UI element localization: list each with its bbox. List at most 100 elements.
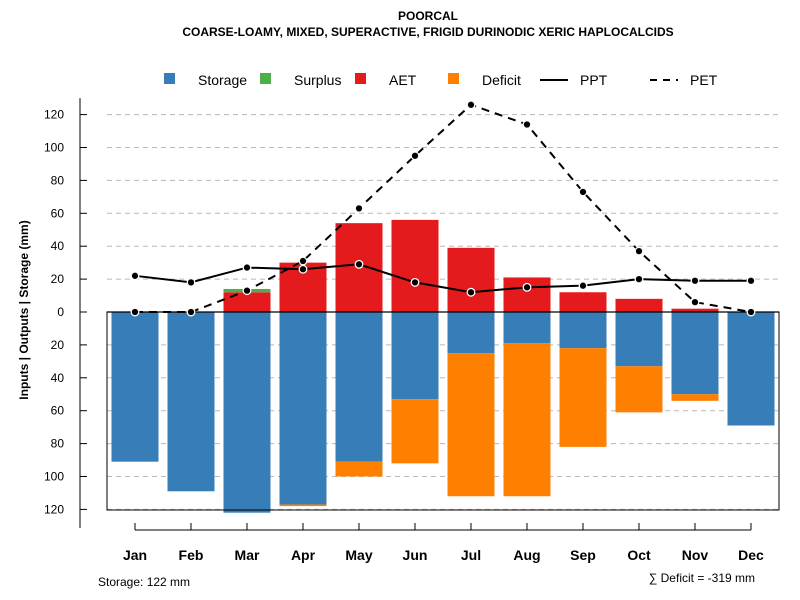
aet-bar: [223, 292, 271, 312]
legend-swatch: [164, 73, 175, 84]
deficit-bar: [447, 353, 495, 497]
plot-box: [106, 311, 780, 511]
legend-label: Deficit: [482, 72, 521, 88]
aet-bar: [671, 308, 719, 312]
y-tick-label: 120: [44, 108, 64, 122]
y-tick-label: 0: [57, 305, 64, 319]
y-tick-label: 40: [51, 239, 65, 253]
deficit-bar: [559, 348, 607, 447]
pet-line-point: [242, 286, 252, 296]
pet-line-point: [410, 151, 420, 161]
x-tick-label: Apr: [291, 547, 316, 563]
pet-line-point: [354, 203, 364, 213]
x-tick-label: Mar: [235, 547, 260, 563]
legend-label: Storage: [198, 72, 247, 88]
legend-label: AET: [389, 72, 417, 88]
legend-label: Surplus: [294, 72, 341, 88]
y-tick-label: 100: [44, 470, 64, 484]
storage-bar: [559, 312, 607, 349]
x-tick-label: Sep: [570, 547, 596, 563]
y-tick-label: 120: [44, 502, 64, 516]
ppt-line-point: [746, 276, 756, 286]
ppt-line-point: [634, 274, 644, 284]
y-tick-label: 60: [51, 206, 65, 220]
storage-bar: [447, 312, 495, 354]
ppt-line-point: [410, 277, 420, 287]
deficit-bar: [279, 504, 327, 507]
storage-bar: [503, 312, 551, 344]
x-tick-label: May: [345, 547, 372, 563]
x-tick-label: Feb: [179, 547, 204, 563]
pet-line-point: [466, 100, 476, 110]
storage-bar: [111, 312, 159, 462]
y-tick-label: 40: [51, 371, 65, 385]
pet-line-point: [578, 187, 588, 197]
x-tick-label: Dec: [738, 547, 764, 563]
storage-note: Storage: 122 mm: [98, 575, 190, 589]
chart-title: POORCAL: [398, 9, 458, 23]
pet-line-point: [298, 256, 308, 266]
pet-line-point: [690, 297, 700, 307]
deficit-bar: [503, 343, 551, 497]
axes: 120 100 80 60 40 20 0 20 40 60 80 100 120 Jan Feb Mar Ap…: [44, 98, 764, 563]
y-tick-label: 80: [51, 173, 65, 187]
ppt-line: [134, 263, 751, 294]
y-tick-label: 20: [51, 338, 65, 352]
legend-swatch: [355, 73, 366, 84]
pet-line-point: [186, 307, 196, 317]
y-tick-label: 100: [44, 141, 64, 155]
x-tick-label: Nov: [682, 547, 709, 563]
storage-bar: [391, 312, 439, 400]
storage-bar: [615, 312, 663, 367]
aet-bar: [615, 298, 663, 312]
storage-bar: [167, 312, 215, 492]
gridlines: [107, 114, 779, 510]
deficit-bar: [671, 394, 719, 401]
ppt-line-point: [186, 277, 196, 287]
deficit-bar: [615, 366, 663, 413]
deficit-bar: [391, 399, 439, 464]
ppt-line-point: [242, 263, 252, 273]
storage-bar: [671, 312, 719, 395]
ppt-line-point: [690, 276, 700, 286]
x-tick-label: Jun: [403, 547, 428, 563]
aet-bar: [391, 219, 439, 312]
legend-swatch: [260, 73, 271, 84]
storage-bar: [335, 312, 383, 462]
y-axis-label: Inputs | Outputs | Storage (mm): [17, 220, 31, 399]
x-tick-label: Jul: [461, 547, 481, 563]
storage-bar: [223, 312, 271, 513]
ppt-line-point: [466, 287, 476, 297]
pet-line: [135, 103, 752, 313]
storage-bar: [727, 312, 775, 426]
legend-swatch: [448, 73, 459, 84]
x-tick-label: Oct: [627, 547, 651, 563]
aet-bar: [503, 277, 551, 312]
legend-label: PPT: [580, 72, 608, 88]
x-tick-label: Aug: [513, 547, 540, 563]
deficit-note: ∑ Deficit = -319 mm: [649, 571, 755, 585]
pet-line-point: [522, 120, 532, 129]
y-tick-label: 80: [51, 437, 65, 451]
ppt-line-point: [522, 282, 532, 292]
aet-bar: [447, 247, 495, 312]
pet-line-point: [746, 307, 756, 317]
aet-bar: [559, 292, 607, 312]
storage-bar: [279, 312, 327, 505]
bars: [111, 219, 775, 513]
deficit-bar: [335, 461, 383, 477]
legend-label: PET: [690, 72, 718, 88]
y-tick-label: 60: [51, 404, 65, 418]
ppt-line-point: [354, 259, 364, 269]
ppt-line-point: [130, 271, 140, 281]
pet-line-point: [634, 246, 644, 256]
lines: [130, 100, 756, 317]
x-tick-label: Jan: [123, 547, 147, 563]
ppt-line-point: [298, 264, 308, 274]
y-tick-label: 20: [51, 272, 65, 286]
legend: Storage Surplus AET Deficit PPT PET: [164, 72, 718, 88]
ppt-line-point: [578, 281, 588, 291]
chart-subtitle: COARSE-LOAMY, MIXED, SUPERACTIVE, FRIGID…: [182, 25, 673, 39]
pet-line-point: [130, 307, 140, 317]
